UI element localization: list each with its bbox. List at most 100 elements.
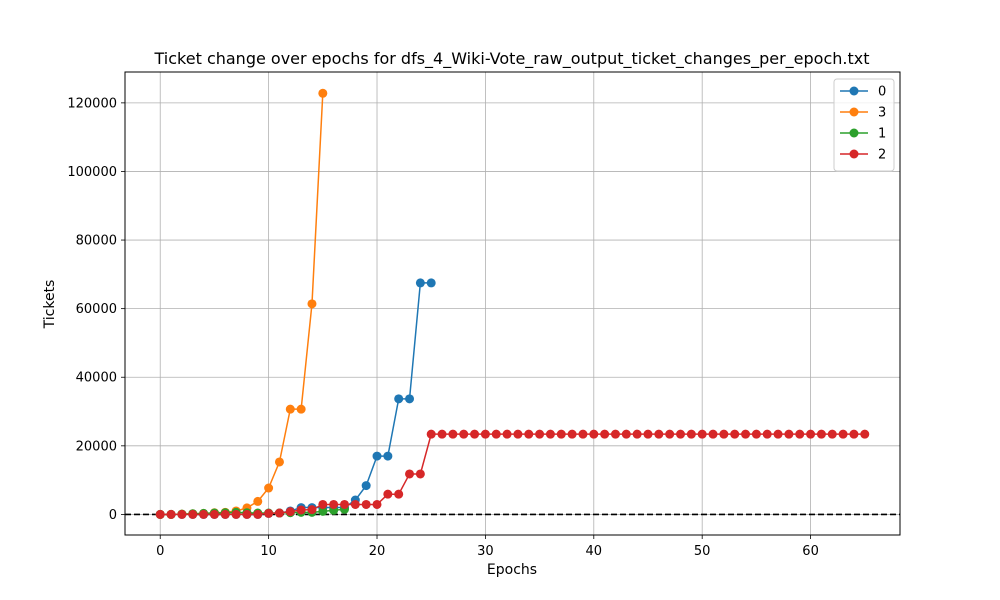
data-point [307,505,317,515]
data-point [470,429,480,439]
legend-entry: 3 [840,106,886,121]
data-point [307,299,317,309]
y-tick-label: 80000 [76,234,117,249]
data-point [296,505,306,515]
data-point [209,509,219,519]
data-point [426,278,436,288]
x-tick-label: 0 [156,544,164,559]
data-point [318,499,328,509]
data-point [372,451,382,461]
x-axis: 0 10 20 30 40 50 60 [156,535,819,559]
data-point [545,429,555,439]
data-point [177,509,187,519]
data-point [264,508,274,518]
data-point [426,429,436,439]
data-point [643,429,653,439]
data-point [329,499,339,509]
data-point [816,429,826,439]
data-point [405,394,415,404]
data-point [188,509,198,519]
chart-title: Ticket change over epochs for dfs_4_Wiki… [154,49,870,69]
data-point [394,489,404,499]
series-2 [155,429,870,519]
data-point [741,429,751,439]
data-point [361,481,371,491]
data-point [448,429,458,439]
data-point [199,509,209,519]
data-point [415,469,425,479]
data-point [318,506,328,516]
data-point [610,429,620,439]
y-tick-label: 0 [109,508,117,523]
legend-entry: 2 [840,148,886,163]
data-point [784,429,794,439]
data-point [296,404,306,414]
legend-entry: 0 [840,85,886,100]
data-point [394,394,404,404]
data-point [632,429,642,439]
data-point [751,429,761,439]
legend-marker [849,128,859,138]
legend-marker [849,149,859,159]
data-point [719,429,729,439]
legend-entry: 1 [840,127,886,142]
data-point [242,509,252,519]
data-point [405,469,415,479]
legend: 0 3 1 2 [833,78,895,172]
data-point [708,429,718,439]
legend-label: 3 [878,106,886,121]
data-point [665,429,675,439]
x-tick-label: 10 [260,544,277,559]
data-point [318,88,328,98]
y-tick-label: 40000 [76,371,117,386]
data-point [350,499,360,509]
x-tick-label: 50 [694,544,711,559]
data-point [654,429,664,439]
data-point [274,508,284,518]
data-point [264,483,274,493]
data-point [556,429,566,439]
y-tick-label: 20000 [76,439,117,454]
data-point [773,429,783,439]
data-point [600,429,610,439]
data-point [513,429,523,439]
legend-frame [833,78,895,172]
data-point [415,278,425,288]
data-point [285,507,295,517]
data-point [459,429,469,439]
x-tick-label: 20 [369,544,386,559]
data-point [155,509,165,519]
data-point [762,429,772,439]
data-point [253,496,263,506]
data-point [166,509,176,519]
data-point [795,429,805,439]
y-axis-label: Tickets [42,280,58,330]
data-point [491,429,501,439]
y-axis: 0 20000 40000 60000 80000 100000 120000 [67,96,125,523]
data-point [686,429,696,439]
data-point [827,429,837,439]
plot-area [155,88,870,519]
data-point [383,451,393,461]
data-point [220,509,230,519]
data-point [806,429,816,439]
data-point [339,499,349,509]
x-tick-label: 30 [477,544,494,559]
data-point [860,429,870,439]
data-point [372,499,382,509]
data-point [253,509,263,519]
x-tick-label: 40 [586,544,603,559]
data-point [524,429,534,439]
data-point [437,429,447,439]
x-axis-label: Epochs [487,562,537,578]
data-point [285,404,295,414]
legend-label: 2 [878,148,886,163]
x-tick-label: 60 [802,544,819,559]
data-point [274,457,284,467]
data-point [621,429,631,439]
y-tick-label: 100000 [67,165,117,180]
legend-marker [849,107,859,117]
data-point [589,429,599,439]
